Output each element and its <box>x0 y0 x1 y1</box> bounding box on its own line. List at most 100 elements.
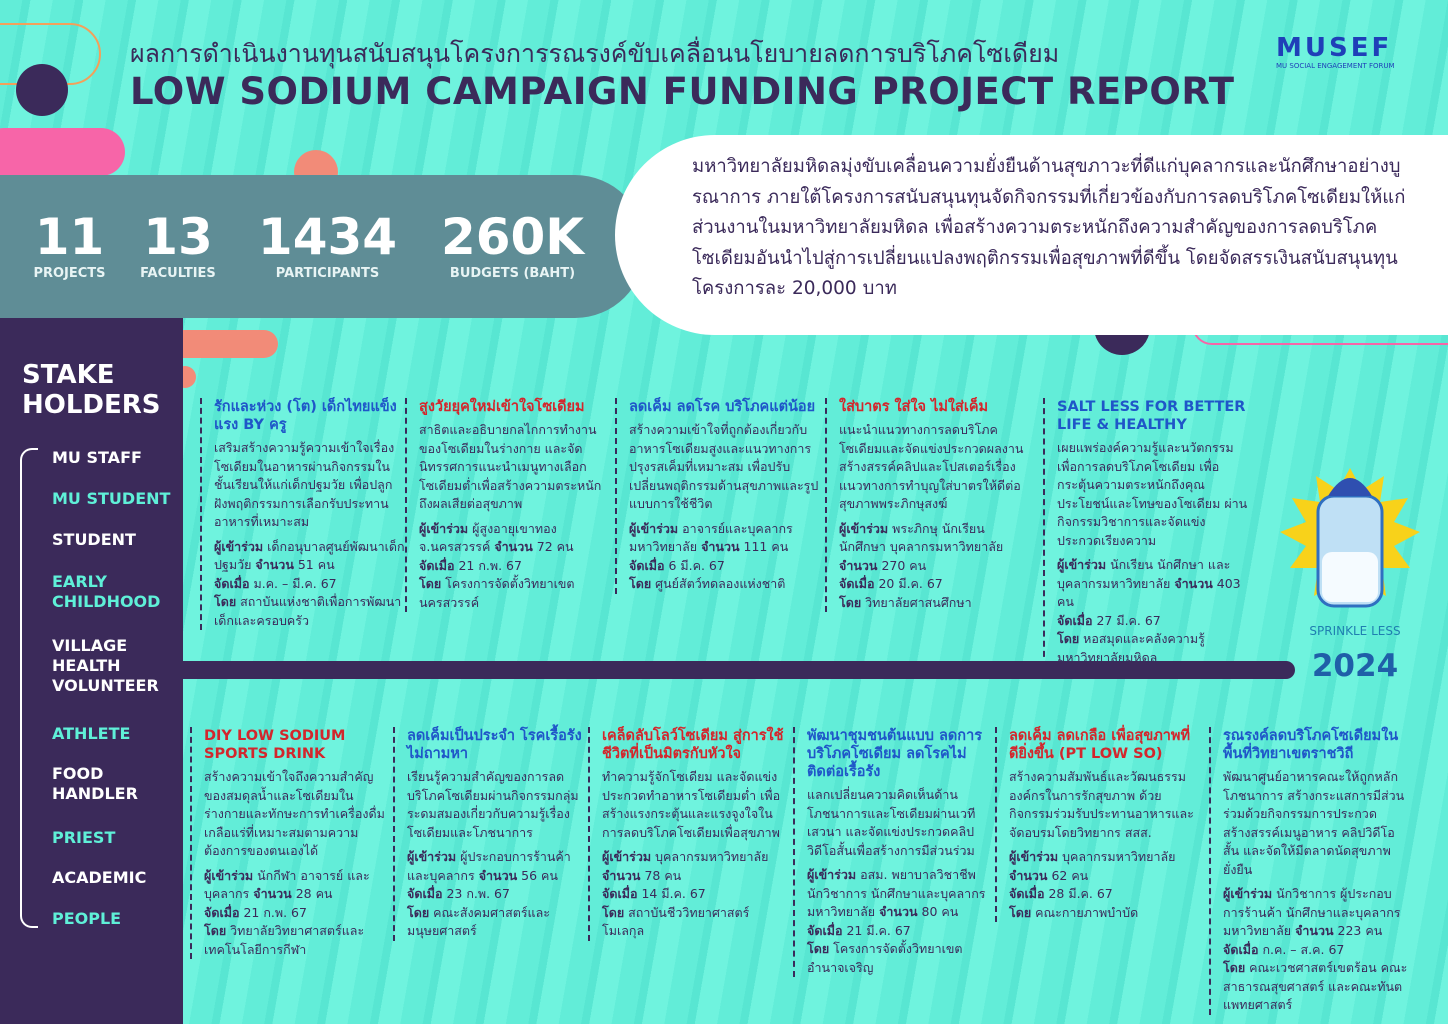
detail-value: นักเรียน นักศึกษา และบุคลากรมหาวิทยาลัย <box>1057 557 1231 591</box>
detail-value: สถาบันแห่งชาติเพื่อการพัฒนาเด็กและครอบคร… <box>214 594 402 628</box>
project-card: รณรงค์ลดบริโภคโซเดียมในพื้นที่วิทยาเขตรา… <box>1209 727 1409 1015</box>
detail-key: ผู้เข้าร่วม <box>1009 849 1059 864</box>
detail-value: คณะสังคมศาสตร์และมนุษยศาสตร์ <box>407 904 550 939</box>
detail-key: ผู้เข้าร่วม <box>419 520 469 536</box>
detail-key: ผู้เข้าร่วม <box>407 849 457 864</box>
detail-value: 28 คน <box>295 886 333 901</box>
detail-value: 72 คน <box>536 539 574 554</box>
detail-value: ศูนย์สัตว์ทดลองแห่งชาติ <box>655 576 786 591</box>
detail-key: ผู้เข้าร่วม <box>839 520 889 536</box>
detail-key: โดย <box>629 576 652 591</box>
project-title: สูงวัยยุคใหม่เข้าใจโซเดียม <box>419 399 585 415</box>
detail-value: 78 คน <box>644 867 682 883</box>
project-detail: โดย สถาบันชีววิทยาศาสตร์โมเลกุล <box>602 904 788 941</box>
detail-key: โดย <box>214 594 237 609</box>
project-title: เคล็ดลับโลว์โซเดียม สู่การใช้ชีวิตที่เป็… <box>602 728 784 762</box>
project-title: รักและห่วง (โต) เด็กไทยแข็งแรง BY ครู <box>214 399 397 433</box>
stat-value: 1434 <box>257 208 398 266</box>
detail-key: ผู้เข้าร่วม <box>214 538 264 554</box>
detail-key: ผู้เข้าร่วม <box>1223 886 1273 901</box>
detail-value: 28 มี.ค. 67 <box>1048 886 1113 901</box>
detail-value: นักกีฬา อาจารย์ และบุคลากร <box>204 867 370 902</box>
intro-panel <box>615 135 1448 335</box>
detail-key: จำนวน <box>1174 575 1213 591</box>
project-desc: สาธิตและอธิบายกลไกการทำงานของโซเดียมในร่… <box>419 422 602 511</box>
project-card: พัฒนาชุมชนต้นแบบ ลดการบริโภคโซเดียม ลดโร… <box>793 727 993 977</box>
project-desc: เรียนรู้ความสำคัญของการลดบริโภคโซเดียมผ่… <box>407 769 579 840</box>
project-detail: จัดเมื่อ 21 ก.พ. 67 <box>419 557 610 576</box>
stakeholder: STUDENT <box>52 530 136 549</box>
project-detail: ผู้เข้าร่วม เด็กอนุบาลศูนย์พัฒนาเด็กปฐมว… <box>214 538 405 575</box>
detail-key: ผู้เข้าร่วม <box>602 849 652 864</box>
stakeholder: EARLY CHILDHOOD <box>52 572 161 611</box>
title-english: LOW SODIUM CAMPAIGN FUNDING PROJECT REPO… <box>130 70 1235 113</box>
logo-subtitle: MU SOCIAL ENGAGEMENT FORUM <box>1276 62 1395 70</box>
detail-key: โดย <box>839 594 862 610</box>
detail-key: จำนวน <box>701 539 740 554</box>
project-card: ลดเค็ม ลดโรค บริโภคแต่น้อย สร้างความเข้าใ… <box>615 398 820 594</box>
project-desc: สร้างความเข้าใจถึงความสำคัญของสมดุลน้ำแล… <box>204 769 385 858</box>
detail-key: โดย <box>807 941 830 956</box>
detail-key: โดย <box>1057 631 1080 646</box>
project-detail: ผู้เข้าร่วม บุคลากรมหาวิทยาลัย จำนวน 62 … <box>1009 848 1195 885</box>
stakeholder: PEOPLE <box>52 909 122 928</box>
project-desc: พัฒนาศูนย์อาหารคณะให้ถูกหลักโภชนาการ สร้… <box>1223 769 1405 877</box>
project-detail: โดย คณะสังคมศาสตร์และมนุษยศาสตร์ <box>407 904 593 941</box>
project-desc: สร้างความสัมพันธ์และวัฒนธรรมองค์กรในการร… <box>1009 769 1194 840</box>
project-detail: ผู้เข้าร่วม นักวิชาการ ผู้ประกอบการร้านค… <box>1223 885 1409 941</box>
project-detail: จัดเมื่อ 21 ก.พ. 67 <box>204 904 390 923</box>
project-card: DIY LOW SODIUM SPORTS DRINK สร้างความเข้า… <box>190 727 390 959</box>
project-desc: เผยแพร่องค์ความรู้และนวัตกรรมเพื่อการลดบ… <box>1057 440 1248 548</box>
project-detail: โดย วิทยาลัยศาสนศึกษา <box>839 594 1030 613</box>
detail-key: จัดเมื่อ <box>807 922 843 938</box>
detail-key: จำนวน <box>839 557 878 573</box>
project-detail: จัดเมื่อ ม.ค. – มี.ค. 67 <box>214 575 405 594</box>
detail-value: วิทยาลัยศาสนศึกษา <box>865 594 972 610</box>
project-detail: ผู้เข้าร่วม อาจารย์และบุคลากรมหาวิทยาลัย… <box>629 520 820 557</box>
stat-label: PROJECTS <box>33 266 106 281</box>
project-desc: แลกเปลี่ยนความคิดเห็นด้านโภชนาการและโซเด… <box>807 787 976 858</box>
detail-value: 62 คน <box>1051 867 1089 883</box>
project-title: ลดเค็มเป็นประจำ โรคเรื้อรังไม่ถามหา <box>407 728 582 762</box>
detail-key: โดย <box>1009 904 1032 920</box>
stat: 13 FACULTIES <box>118 208 238 281</box>
stakeholder: VILLAGE HEALTH VOLUNTEER <box>52 636 159 695</box>
detail-key: จำนวน <box>253 886 292 901</box>
detail-key: จัดเมื่อ <box>839 576 875 591</box>
detail-value: 51 คน <box>297 557 335 572</box>
stakeholder: MU STUDENT <box>52 489 171 508</box>
project-detail: จัดเมื่อ 6 มี.ค. 67 <box>629 557 820 576</box>
detail-value: 14 มี.ค. 67 <box>641 886 706 901</box>
detail-key: โดย <box>204 923 227 938</box>
detail-key: โดย <box>602 904 625 920</box>
project-desc: แนะนำแนวทางการลดบริโภคโซเดียมและจัดแข่งป… <box>839 422 1024 511</box>
detail-key: จัดเมื่อ <box>204 904 240 920</box>
project-detail: จัดเมื่อ 21 มี.ค. 67 <box>807 922 993 941</box>
detail-value: นักวิชาการ ผู้ประกอบการร้านค้า นักศึกษาแ… <box>1223 886 1401 938</box>
detail-value: 23 ก.พ. 67 <box>446 886 510 901</box>
bracket <box>20 448 38 928</box>
detail-key: ผู้เข้าร่วม <box>204 867 254 883</box>
project-card: ใส่บาตร ใส่ใจ ไม่ใส่เค็ม แนะนำแนวทางการลด… <box>825 398 1030 612</box>
detail-value: วิทยาลัยวิทยาศาสตร์และเทคโนโลยีการกีฬา <box>204 923 365 957</box>
detail-key: จำนวน <box>879 904 918 919</box>
project-detail: ผู้เข้าร่วม พระภิกษุ นักเรียน นักศึกษา บ… <box>839 520 1030 576</box>
detail-value: 6 มี.ค. 67 <box>668 557 725 573</box>
project-card: รักและห่วง (โต) เด็กไทยแข็งแรง BY ครู เสร… <box>200 398 405 630</box>
stat-label: BUDGETS (BAHT) <box>449 266 576 281</box>
sidebar <box>0 318 183 1024</box>
detail-value: หอสมุดและคลังความรู้มหาวิทยาลัยมหิดล <box>1057 631 1205 665</box>
badge-caption: SPRINKLE LESS <box>1309 624 1401 638</box>
detail-key: จำนวน <box>1009 867 1048 883</box>
detail-value: ม.ค. – มี.ค. 67 <box>253 575 337 591</box>
badge-year: 2024 <box>1311 648 1399 684</box>
project-detail: จัดเมื่อ 23 ก.พ. 67 <box>407 885 593 904</box>
detail-key: ผู้เข้าร่วม <box>629 520 679 536</box>
detail-key: จำนวน <box>602 867 641 883</box>
project-detail: โดย คณะเวชศาสตร์เขตร้อน คณะสาธารณสุขศาสต… <box>1223 959 1409 1015</box>
detail-value: ผู้ประกอบการร้านค้าและบุคลากร <box>407 849 571 883</box>
stakeholder: ATHLETE <box>52 724 131 743</box>
stakeholder: ACADEMIC <box>52 868 147 887</box>
stakeholders-title: STAKE HOLDERS <box>22 360 161 420</box>
detail-value: 20 มี.ค. 67 <box>878 576 943 591</box>
